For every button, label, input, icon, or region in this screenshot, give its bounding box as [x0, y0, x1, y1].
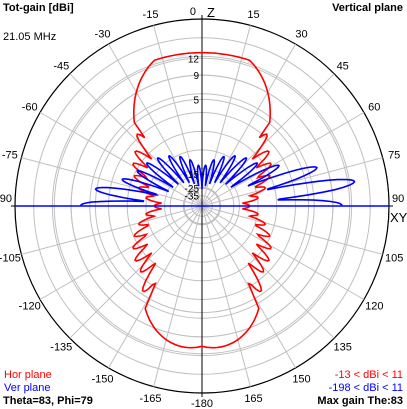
angle-label: -75 [2, 150, 18, 162]
ring-label: 5 [193, 95, 199, 106]
angle-label: 75 [388, 150, 400, 162]
angle-label: -15 [143, 9, 159, 21]
angle-label: 90 [392, 193, 404, 205]
axis-label-z: Z [207, 5, 215, 20]
angle-label: 0 [190, 6, 196, 18]
angle-label: -60 [22, 102, 38, 114]
angle-label: -45 [53, 60, 69, 72]
grid-spoke [201, 205, 335, 339]
angle-label: -105 [0, 253, 21, 265]
grid-spoke [69, 205, 203, 339]
grid-spoke [201, 25, 251, 207]
angle-label: 105 [385, 253, 403, 265]
grid-spoke [69, 73, 203, 207]
grid-spoke [201, 73, 335, 207]
grid-spoke [39, 112, 203, 207]
angle-label: 120 [365, 301, 383, 313]
grid-spoke [201, 205, 251, 387]
plane-title: Vertical plane [332, 2, 403, 14]
ring-label: 9 [193, 71, 199, 82]
grid-spoke [153, 25, 203, 207]
grid-spoke [21, 205, 203, 255]
angle-label: 150 [292, 373, 310, 385]
chart-title: Tot-gain [dBi] [3, 2, 74, 14]
theta-phi-readout: Theta=83, Phi=79 [3, 395, 93, 407]
angle-label: 30 [295, 29, 307, 41]
ring-label: -15 [185, 170, 200, 181]
angle-label: 60 [368, 102, 380, 114]
angle-label: 45 [337, 60, 349, 72]
ring-label: 12 [188, 54, 200, 65]
grid-spoke [21, 157, 203, 207]
hor-range-label: -13 < dBi < 11 [334, 369, 403, 381]
angle-label: -120 [19, 301, 41, 313]
polar-labels: 0 15 30 45 60 75 90 105 120 135 150 165 -180 -165 -150… [0, 5, 407, 409]
angle-label: -165 [139, 393, 161, 405]
grid-spoke [108, 205, 203, 369]
grid-spoke [201, 157, 383, 207]
grid-spoke [201, 205, 383, 255]
ring-label: -25 [185, 184, 200, 195]
pattern-curves [15, 51, 389, 349]
legend-hor-plane: Hor plane [4, 369, 52, 381]
frequency-label: 21.05 MHz [3, 31, 57, 43]
angle-label: -90 [0, 193, 12, 205]
grid-spoke [201, 205, 365, 300]
series-ver-plane [80, 155, 356, 207]
angle-label: -180 [191, 398, 213, 409]
ring-label: -35 [185, 192, 200, 203]
grid-spoke [39, 205, 203, 300]
grid-spoke [153, 205, 203, 387]
legend-ver-plane: Ver plane [4, 382, 51, 394]
axis-label-xy: XY [390, 210, 407, 225]
grid-spoke [201, 112, 365, 207]
angle-label: 135 [334, 342, 352, 354]
angle-label: 15 [247, 9, 259, 21]
max-gain-readout: Max gain The:83 [317, 395, 403, 407]
angle-label: -150 [91, 373, 113, 385]
grid-spoke [201, 205, 296, 369]
angle-label: -30 [95, 29, 111, 41]
ver-range-label: -198 < dBi < 11 [328, 382, 403, 394]
angle-label: 165 [244, 393, 262, 405]
angle-label: -135 [50, 342, 72, 354]
